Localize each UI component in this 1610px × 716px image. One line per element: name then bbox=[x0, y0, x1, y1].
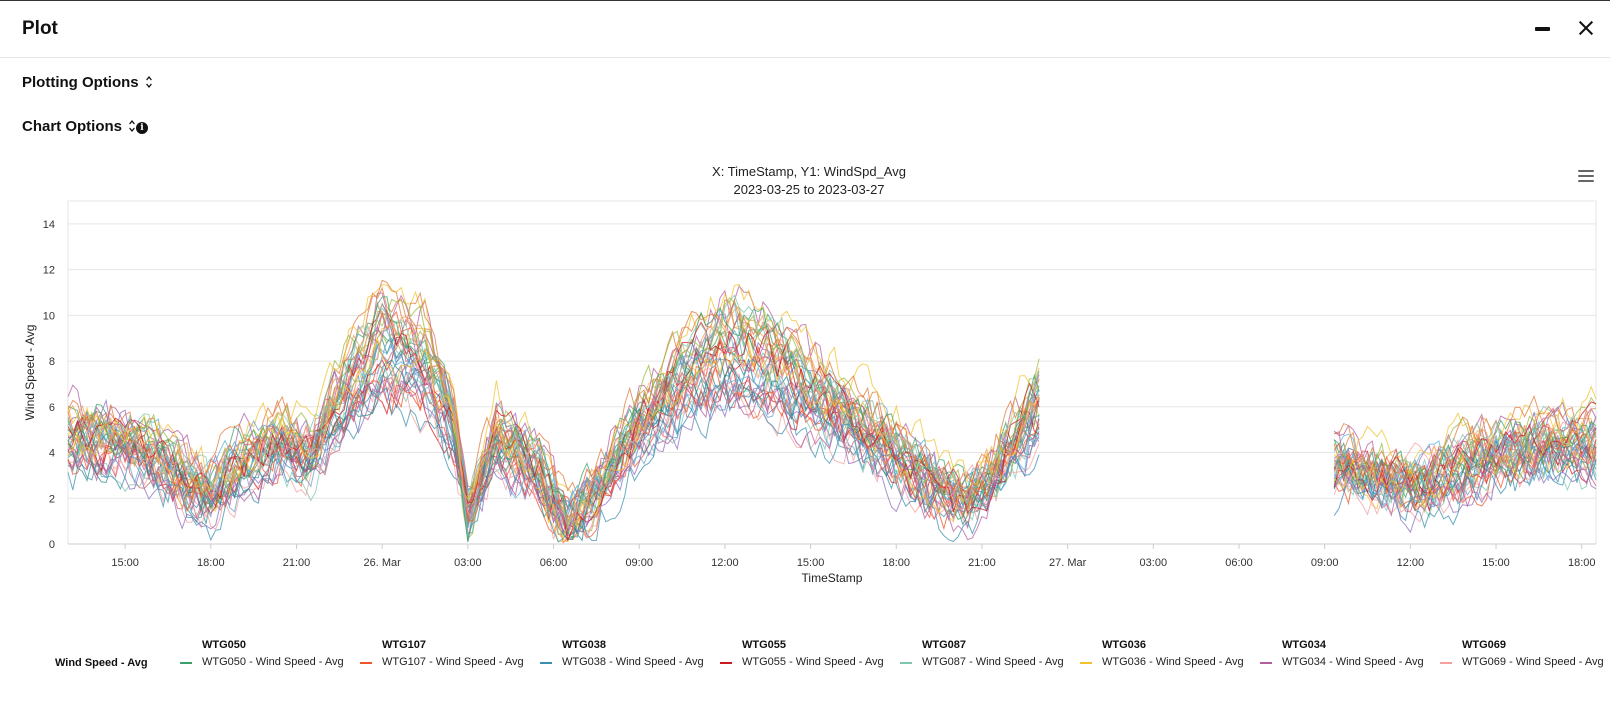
x-tick-label: 15:00 bbox=[111, 557, 139, 569]
y-tick-label: 8 bbox=[49, 356, 55, 368]
x-tick-label: 03:00 bbox=[454, 557, 482, 569]
legend-swatch bbox=[1080, 662, 1092, 664]
x-tick-label: 18:00 bbox=[197, 557, 225, 569]
x-axis-title: TimeStamp bbox=[802, 571, 863, 585]
y-tick-label: 2 bbox=[49, 493, 55, 505]
series-line bbox=[1333, 434, 1597, 517]
y-tick-label: 4 bbox=[49, 448, 55, 460]
series-line bbox=[67, 294, 1040, 537]
window-title: Plot bbox=[22, 18, 58, 39]
x-tick-label: 15:00 bbox=[797, 557, 825, 569]
series-line bbox=[1333, 401, 1597, 502]
y-tick-label: 14 bbox=[43, 219, 55, 231]
legend-group-header: WTG050 bbox=[202, 639, 247, 651]
plotting-options-toggle[interactable]: Plotting Options bbox=[22, 74, 153, 91]
legend-swatch bbox=[1440, 662, 1452, 664]
legend-item[interactable]: WTG107 - Wind Speed - Avg bbox=[382, 656, 524, 668]
series-line bbox=[1333, 433, 1597, 508]
y-tick-label: 12 bbox=[43, 265, 55, 277]
series-line bbox=[1333, 420, 1597, 495]
x-tick-label: 03:00 bbox=[1140, 557, 1168, 569]
y-tick-label: 6 bbox=[49, 402, 55, 414]
legend-item[interactable]: WTG055 - Wind Speed - Avg bbox=[742, 656, 884, 668]
series-line bbox=[67, 296, 1040, 542]
legend-swatch bbox=[360, 662, 372, 664]
series-line bbox=[67, 307, 1040, 537]
series-line bbox=[1333, 432, 1597, 523]
chart-menu-icon[interactable] bbox=[1578, 170, 1594, 184]
close-button[interactable] bbox=[1575, 17, 1597, 39]
series-line bbox=[1333, 421, 1597, 489]
series-line bbox=[67, 355, 1040, 540]
chart-subtitle: 2023-03-25 to 2023-03-27 bbox=[733, 182, 885, 197]
legend-item[interactable]: WTG034 - Wind Speed - Avg bbox=[1282, 656, 1424, 668]
x-tick-label: 09:00 bbox=[1311, 557, 1339, 569]
chevron-updown-icon bbox=[129, 119, 135, 135]
chart-options-toggle[interactable]: Chart Options bbox=[22, 118, 136, 135]
minimize-icon bbox=[1535, 27, 1550, 31]
x-tick-label: 21:00 bbox=[968, 557, 996, 569]
legend-group-header: WTG107 bbox=[382, 639, 427, 651]
chevron-updown-icon bbox=[145, 75, 152, 91]
series-line bbox=[67, 279, 1040, 525]
series-line bbox=[67, 311, 1040, 525]
x-tick-label: 12:00 bbox=[711, 557, 739, 569]
series-line bbox=[67, 283, 1040, 521]
y-tick-label: 0 bbox=[49, 539, 55, 551]
y-axis-title: Wind Speed - Avg bbox=[23, 325, 37, 421]
series-line bbox=[67, 336, 1040, 540]
legend-swatch bbox=[540, 662, 552, 664]
series-line bbox=[67, 379, 1040, 541]
legend-group-header: WTG055 bbox=[742, 639, 787, 651]
minimize-button[interactable] bbox=[1528, 17, 1556, 41]
legend-group-header: WTG069 bbox=[1462, 639, 1507, 651]
legend-group-header: WTG034 bbox=[1282, 639, 1327, 651]
line-chart: 0 2 4 6 8 10 12 14 15:00 18:00 21:00 26. Mar 03:00 06… bbox=[23, 200, 1597, 585]
window-header: Plot bbox=[0, 1, 1610, 58]
series-line bbox=[67, 343, 1040, 529]
series-line bbox=[67, 379, 1040, 543]
y-tick-label: 10 bbox=[43, 310, 55, 322]
x-tick-label: 26. Mar bbox=[364, 557, 402, 569]
chart-legend: Wind Speed - Avg WTG050 WTG050 - Wind Spe… bbox=[0, 630, 1610, 690]
legend-group-label: Wind Speed - Avg bbox=[55, 657, 148, 669]
plotting-options-label: Plotting Options bbox=[22, 74, 139, 91]
x-tick-label: 15:00 bbox=[1482, 557, 1510, 569]
info-icon[interactable]: i bbox=[136, 122, 148, 134]
legend-item[interactable]: WTG050 - Wind Speed - Avg bbox=[202, 656, 344, 668]
series-line bbox=[1333, 438, 1597, 534]
legend-item[interactable]: WTG036 - Wind Speed - Avg bbox=[1102, 656, 1244, 668]
x-tick-label: 21:00 bbox=[283, 557, 311, 569]
series-line bbox=[67, 356, 1040, 540]
legend-swatch bbox=[900, 662, 912, 664]
legend-item[interactable]: WTG038 - Wind Speed - Avg bbox=[562, 656, 704, 668]
legend-item[interactable]: WTG069 - Wind Speed - Avg bbox=[1462, 656, 1604, 668]
legend-swatch bbox=[720, 662, 732, 664]
x-tick-label: 06:00 bbox=[540, 557, 568, 569]
legend-swatch bbox=[180, 662, 192, 664]
x-tick-label: 27. Mar bbox=[1049, 557, 1087, 569]
series-line bbox=[67, 302, 1040, 542]
x-tick-label: 09:00 bbox=[625, 557, 653, 569]
x-tick-label: 18:00 bbox=[882, 557, 910, 569]
top-border bbox=[0, 0, 1610, 1]
series-line bbox=[67, 320, 1040, 533]
series-line bbox=[1333, 385, 1597, 475]
legend-group-header: WTG036 bbox=[1102, 639, 1147, 651]
x-tick-label: 06:00 bbox=[1225, 557, 1253, 569]
legend-group-header: WTG087 bbox=[922, 639, 967, 651]
chart-title: X: TimeStamp, Y1: WindSpd_Avg bbox=[712, 164, 906, 179]
x-tick-label: 12:00 bbox=[1397, 557, 1425, 569]
legend-swatch bbox=[1260, 662, 1272, 664]
x-tick-label: 18:00 bbox=[1568, 557, 1596, 569]
legend-item[interactable]: WTG087 - Wind Speed - Avg bbox=[922, 656, 1064, 668]
chart-options-label: Chart Options bbox=[22, 118, 122, 135]
series-line bbox=[1333, 425, 1597, 507]
legend-group-header: WTG038 bbox=[562, 639, 607, 651]
series-line bbox=[1333, 444, 1597, 529]
